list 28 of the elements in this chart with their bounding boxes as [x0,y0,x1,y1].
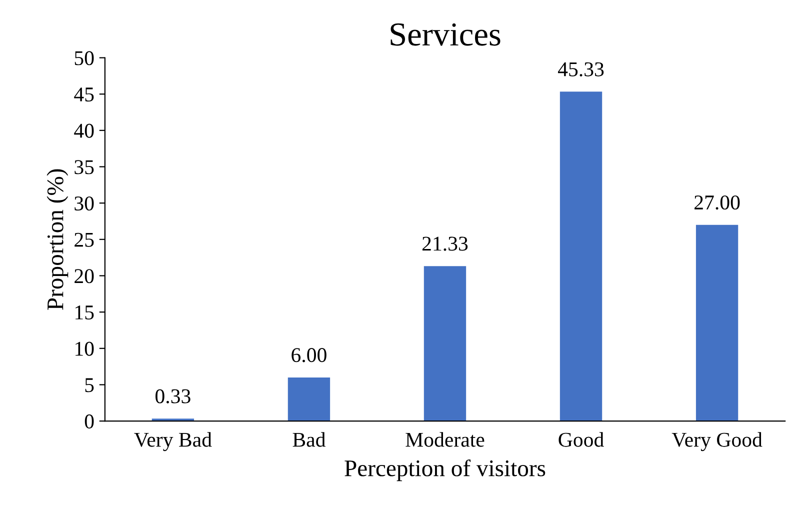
y-tick-label: 0 [84,414,94,428]
bar [560,92,602,422]
y-tick-label: 40 [74,124,94,138]
y-tick-label: 25 [74,232,94,247]
data-label: 0.33 [156,389,190,404]
y-tick-label: 5 [85,378,94,392]
y-tick-label: 35 [74,160,94,174]
y-tick-label: 30 [74,196,94,211]
bar [696,224,738,422]
x-tick-label: Good [558,432,604,447]
data-label: 6.00 [292,348,326,362]
y-tick-label: 15 [76,306,94,320]
data-label: 45.33 [558,62,604,76]
y-tick-label: 50 [74,51,94,66]
bar [424,266,466,422]
chart-title: Services [390,23,500,46]
x-tick-label: Very Bad [134,432,212,452]
y-tick-label: 20 [74,269,94,284]
y-tick-label: 10 [76,342,94,356]
y-axis-title: Proportion (%) [46,169,68,310]
x-tick-label: Very Good [672,432,762,452]
x-tick-label: Bad [292,432,326,447]
data-label: 27.00 [694,195,740,210]
bar [288,377,330,422]
x-tick-label: Moderate [406,432,484,447]
x-axis-title: Perception of visitors [344,459,546,482]
data-label: 21.33 [422,236,468,251]
y-tick-label: 45 [74,88,94,102]
